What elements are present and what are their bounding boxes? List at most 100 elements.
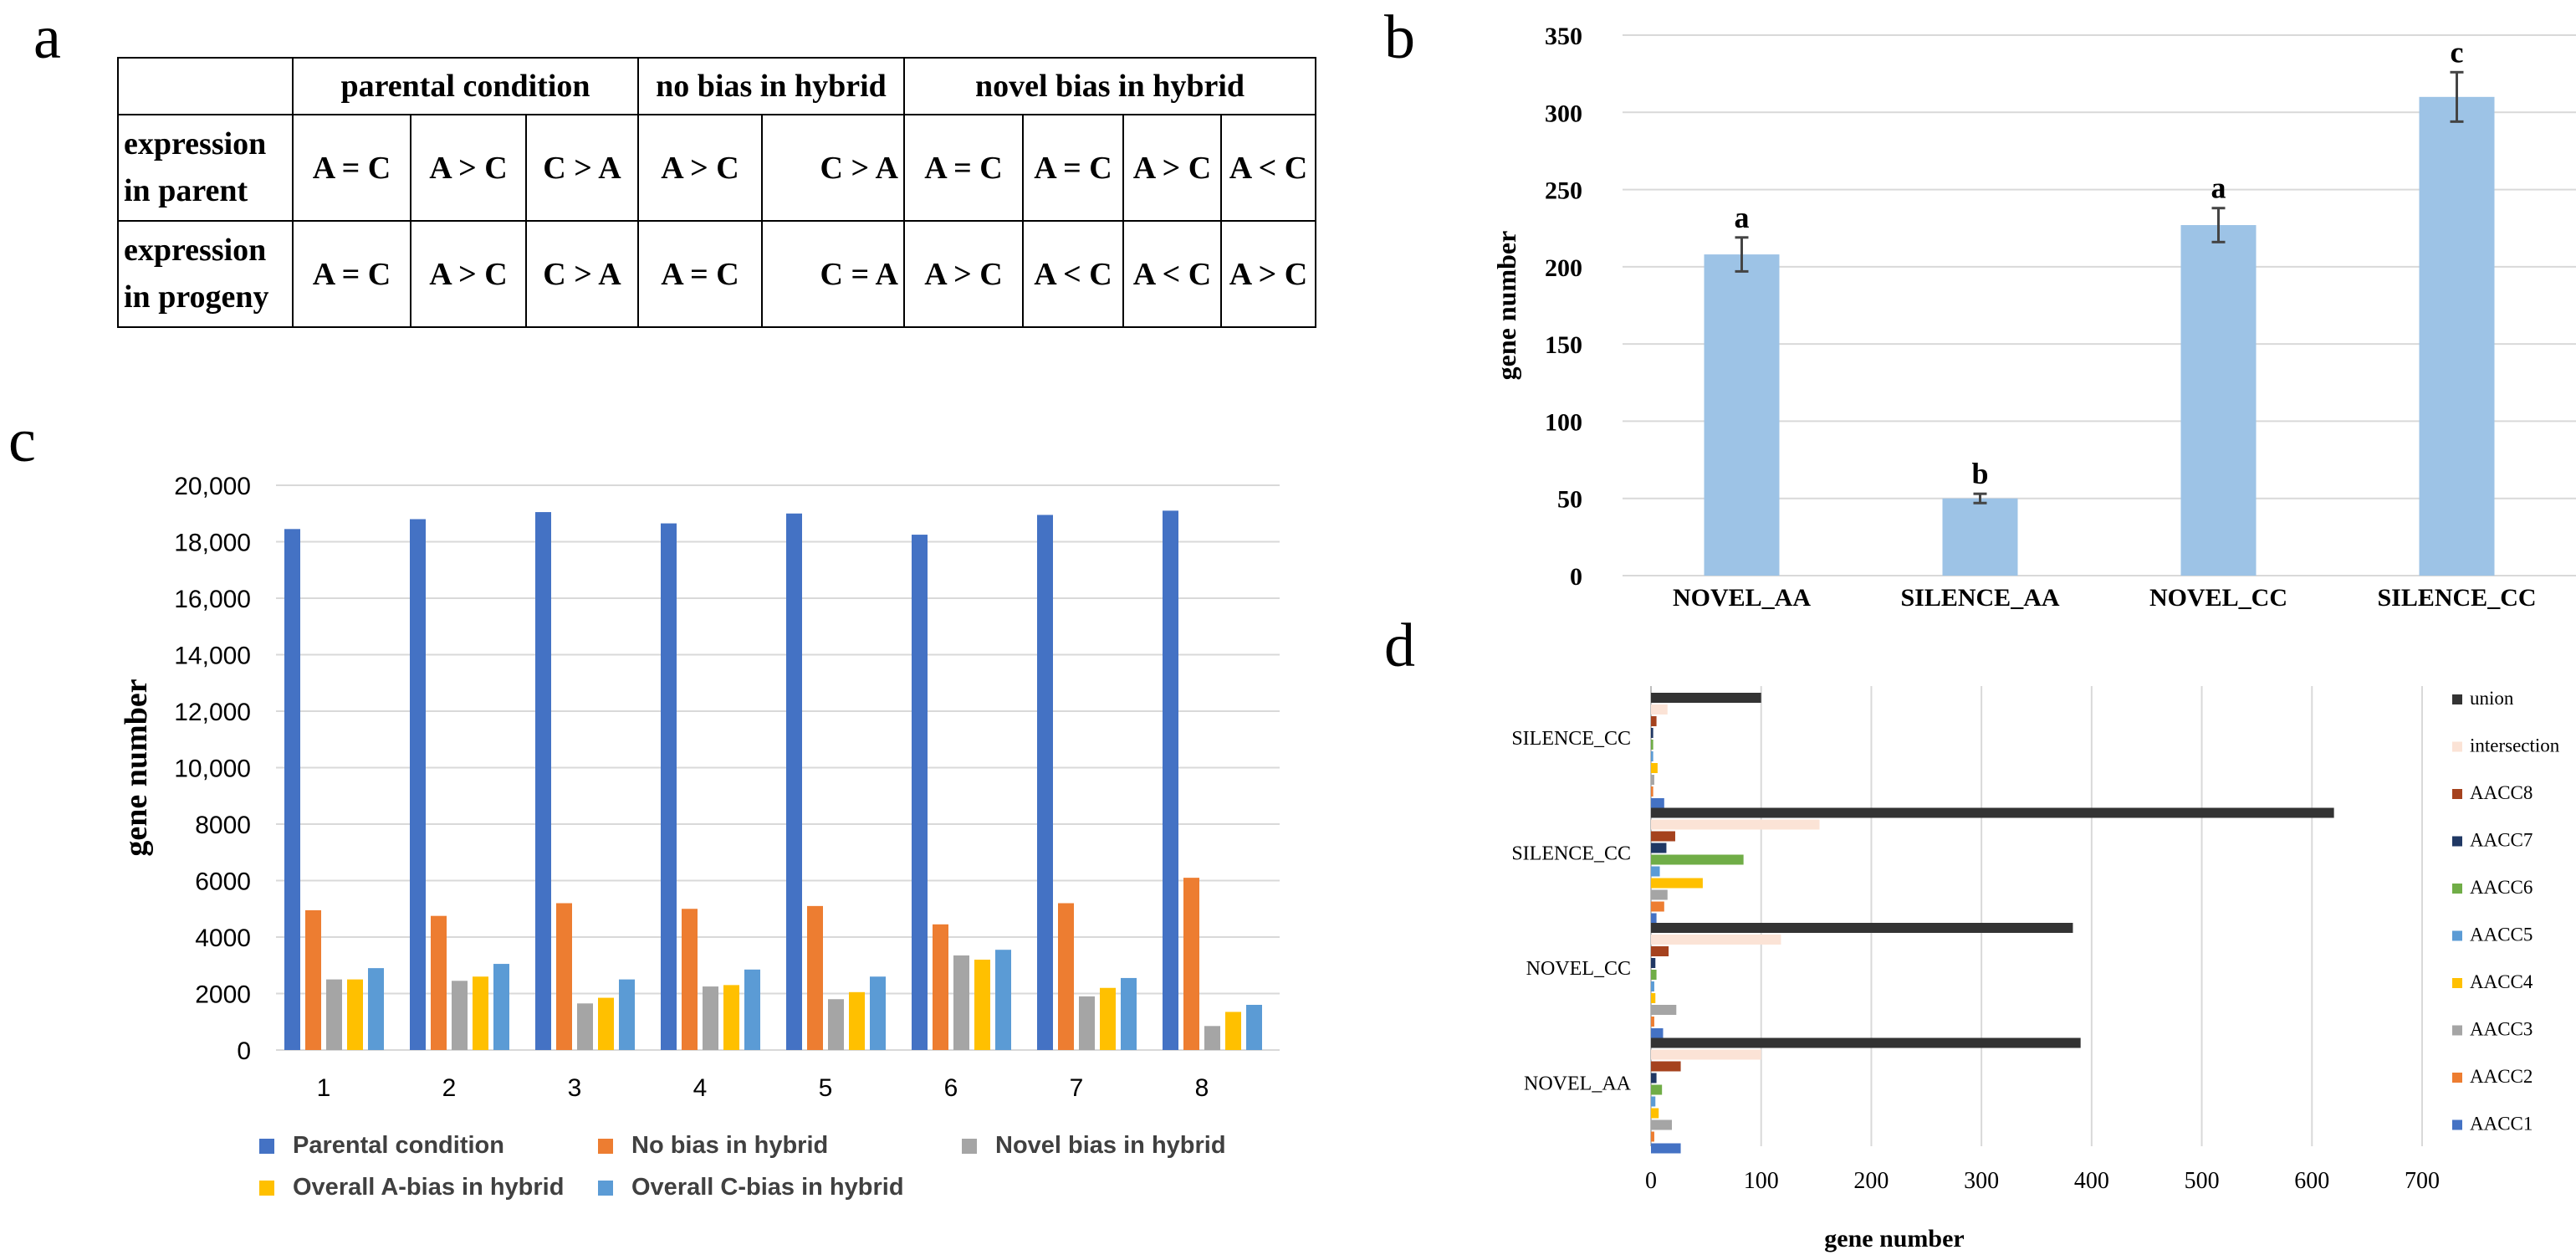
bar <box>1651 1084 1663 1095</box>
bar <box>1651 946 1669 956</box>
bar <box>1121 977 1137 1050</box>
bar <box>870 976 886 1050</box>
x-tick-label: 200 <box>1853 1168 1889 1194</box>
bar <box>1204 1026 1220 1050</box>
bar <box>1651 1143 1681 1154</box>
legend-swatch <box>598 1181 613 1196</box>
legend-swatch <box>2452 789 2462 799</box>
bar <box>1651 970 1657 980</box>
bar <box>995 950 1011 1050</box>
x-tick-label: 600 <box>2294 1168 2329 1194</box>
legend-label: AACC8 <box>2470 782 2533 803</box>
bar <box>1651 798 1664 808</box>
bar <box>1651 878 1703 889</box>
legend-label: AACC1 <box>2470 1114 2533 1135</box>
bar <box>1651 935 1781 945</box>
bar <box>1942 498 2018 576</box>
x-tick-label: 100 <box>1744 1168 1779 1194</box>
y-tick-label: 300 <box>1545 100 1582 127</box>
bar <box>1651 923 2073 933</box>
legend-swatch <box>2452 884 2462 894</box>
legend-label: AACC2 <box>2470 1066 2533 1087</box>
x-tick-label: 7 <box>1070 1074 1084 1102</box>
significance-letter: a <box>2211 172 2226 205</box>
table-header-no-bias: no bias in hybrid <box>637 57 905 115</box>
legend-label: Novel bias in hybrid <box>995 1132 1226 1159</box>
y-axis-title: gene number <box>1491 231 1521 381</box>
legend-label: AACC6 <box>2470 877 2533 898</box>
y-tick-label: 18,000 <box>174 530 251 557</box>
bar <box>1651 1049 1761 1060</box>
table-header-parental-condition: parental condition <box>292 57 639 115</box>
x-tick-label: 1 <box>317 1074 331 1102</box>
bar <box>807 905 823 1050</box>
bar <box>493 964 509 1050</box>
legend-swatch <box>259 1181 274 1196</box>
bar <box>1651 819 1820 830</box>
bar <box>556 903 572 1050</box>
x-tick-label: 8 <box>1195 1074 1209 1102</box>
bar <box>682 909 698 1050</box>
y-tick-label: 4000 <box>195 925 251 952</box>
bar <box>1246 1005 1262 1050</box>
bar <box>2419 96 2495 576</box>
table-cell: C > A <box>525 220 639 328</box>
bar <box>1651 866 1660 877</box>
bar <box>452 981 468 1050</box>
y-tick-label: NOVEL_CC <box>1526 958 1631 980</box>
bar <box>1651 981 1654 991</box>
bar <box>1079 996 1095 1050</box>
bar <box>933 924 948 1050</box>
legend-swatch <box>2452 930 2462 941</box>
x-tick-label: 700 <box>2405 1168 2440 1194</box>
chart-b-svg: 0 50 100 150 200 250 300 350 gene number a NOVEL_A… <box>1491 23 2576 611</box>
y-tick-label: 16,000 <box>174 586 251 613</box>
y-tick-label: 12,000 <box>174 699 251 726</box>
x-tick-label: 6 <box>944 1074 958 1102</box>
x-tick-label: 500 <box>2185 1168 2220 1194</box>
significance-letter: b <box>1971 457 1988 490</box>
bar <box>347 979 363 1050</box>
x-tick-label: SILENCE_CC <box>2377 584 2536 611</box>
bar <box>1651 704 1668 715</box>
bar <box>431 915 447 1050</box>
bar <box>1037 515 1053 1050</box>
y-tick-label: 0 <box>1570 563 1582 591</box>
legend-label: union <box>2470 688 2514 709</box>
legend-label: intersection <box>2470 735 2560 756</box>
legend-swatch <box>2452 1025 2462 1036</box>
legend-swatch <box>2452 694 2462 704</box>
y-tick-label: 6000 <box>195 868 251 896</box>
legend-label: No bias in hybrid <box>631 1132 828 1159</box>
bar <box>1651 763 1658 773</box>
bar <box>1651 854 1744 865</box>
table-row-parent: expression in parent A = C A > C C > A A … <box>117 114 1316 222</box>
bar <box>535 512 551 1050</box>
bar <box>912 535 928 1050</box>
chart-c-svg: 0 2000 4000 6000 8000 10,000 12,000 14,000 16,00… <box>119 473 1280 1201</box>
bar <box>828 999 844 1050</box>
bar <box>2180 225 2257 576</box>
bar <box>1651 958 1656 968</box>
table-cell: A > C <box>637 114 763 222</box>
bar <box>1651 1061 1681 1072</box>
bar <box>1183 878 1199 1050</box>
bar <box>1651 1073 1657 1083</box>
panel-label-d: d <box>1384 612 1415 680</box>
bar <box>410 519 426 1050</box>
y-tick-label: 20,000 <box>174 473 251 500</box>
x-axis-title: gene number <box>1824 1225 1965 1252</box>
legend-label: Parental condition <box>293 1132 504 1159</box>
table-cell: A = C <box>1022 114 1124 222</box>
legend-swatch <box>2452 1119 2462 1130</box>
bar <box>577 1003 593 1050</box>
panel-label-a: a <box>33 3 61 72</box>
bar <box>1651 1119 1673 1130</box>
table-header-corner <box>117 57 294 115</box>
bar <box>1651 1037 2081 1048</box>
legend-label: AACC7 <box>2470 830 2533 851</box>
y-axis-title: gene number <box>119 679 154 856</box>
bar <box>284 529 300 1050</box>
y-tick-label: 8000 <box>195 812 251 839</box>
bar <box>1651 728 1653 738</box>
